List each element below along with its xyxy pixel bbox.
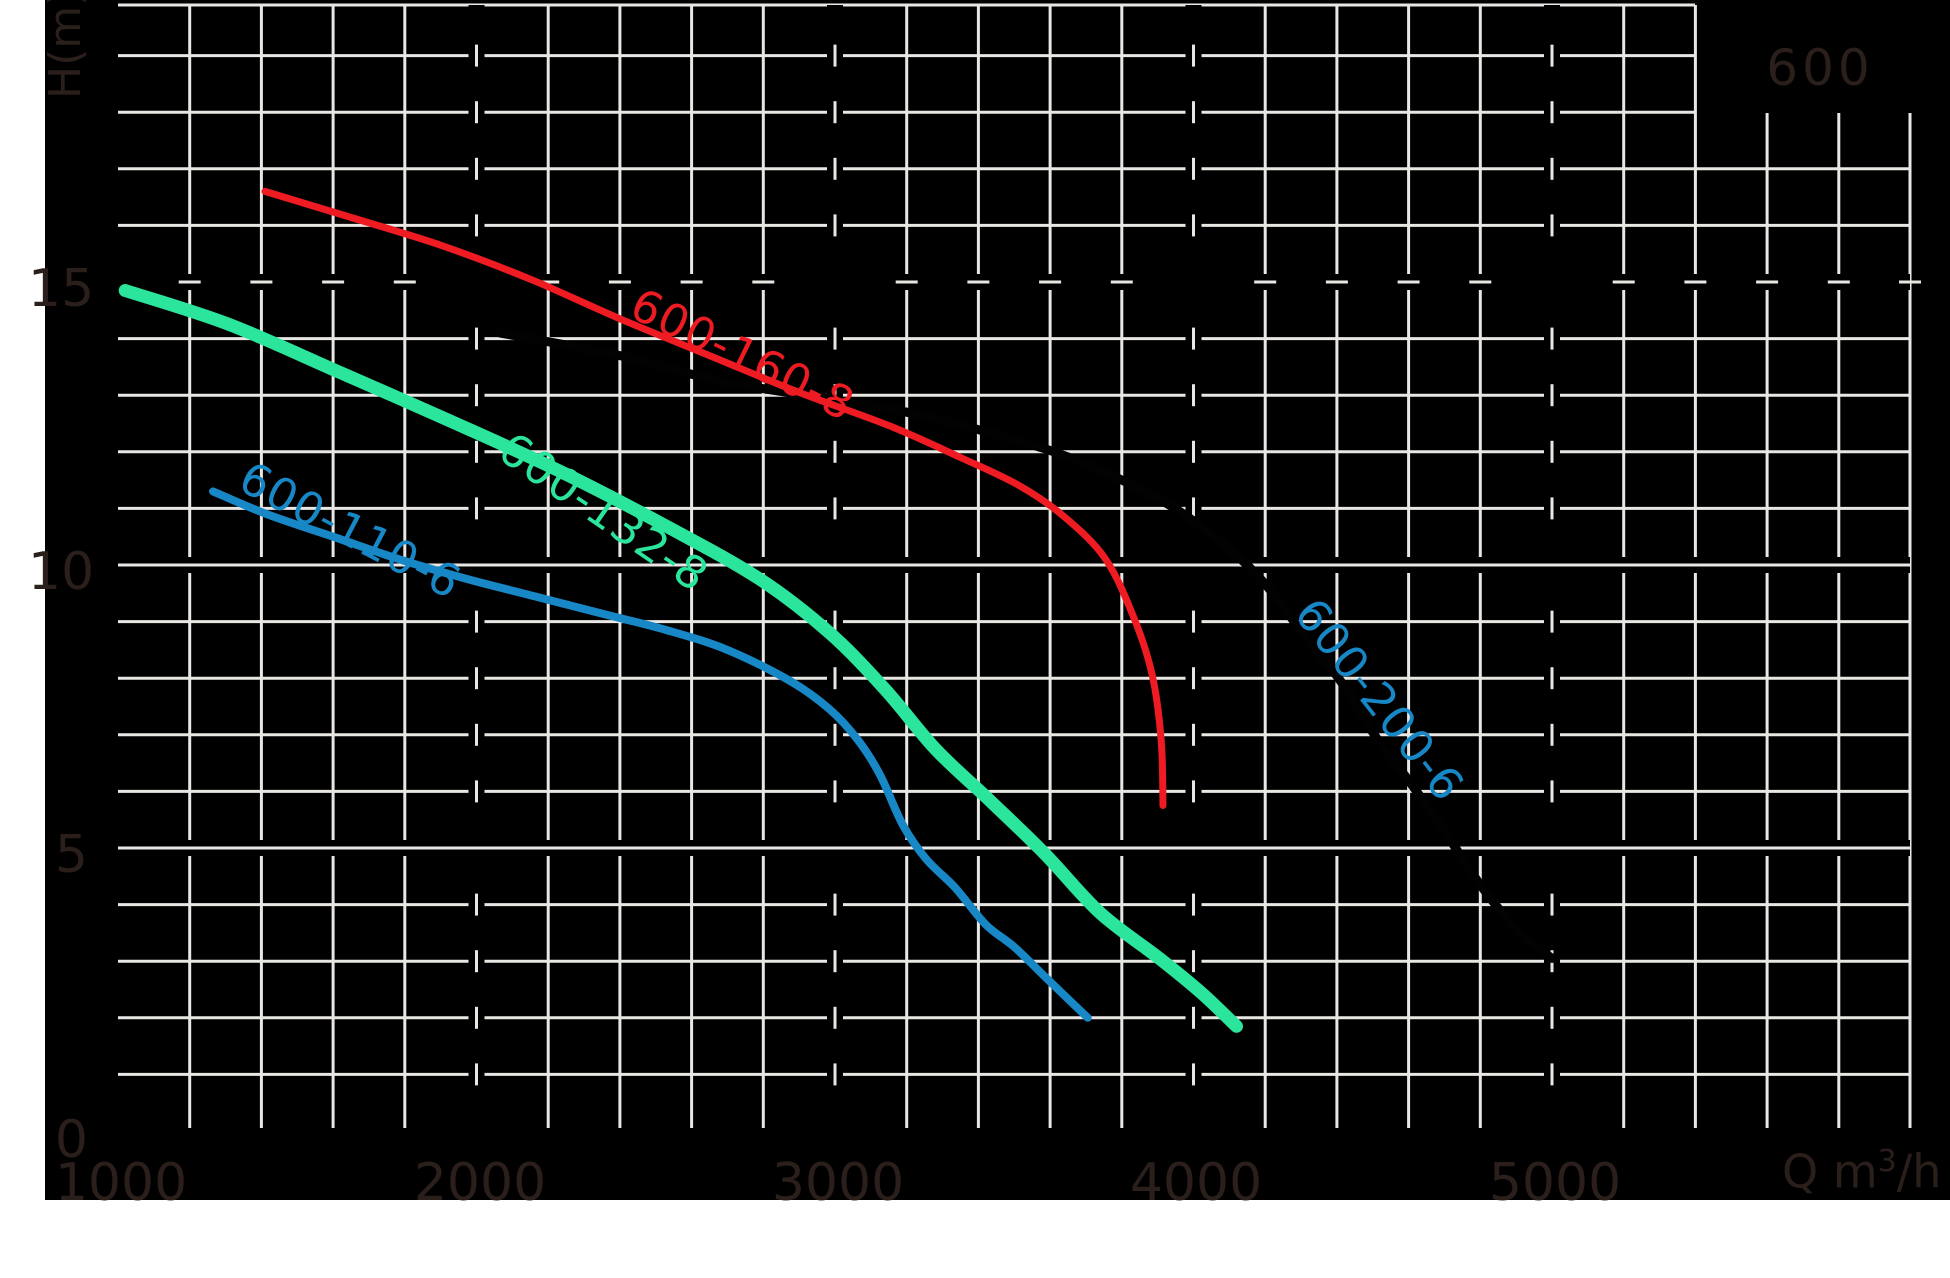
x-tick-1000: 1000	[54, 1153, 188, 1213]
curve-600-200-6	[495, 328, 1557, 963]
curve-600-160-8	[261, 187, 1167, 809]
left-margin	[0, 0, 45, 1200]
bottom-margin	[0, 1200, 1950, 1278]
y-tick-15: 15	[28, 259, 95, 319]
curve-600-110-6	[209, 487, 1092, 1022]
x-tick-5000: 5000	[1488, 1153, 1622, 1213]
y-tick-0: 0	[54, 1110, 88, 1170]
x-tick-3000: 3000	[771, 1153, 905, 1213]
series-size-badge: 600	[1766, 39, 1874, 97]
x-tick-2000: 2000	[413, 1153, 547, 1213]
x-tick-4000: 4000	[1129, 1153, 1263, 1213]
curve-600-132-8	[118, 284, 1243, 1033]
y-tick-5: 5	[54, 825, 88, 885]
y-tick-10: 10	[28, 542, 95, 602]
y-axis-title: H(m)	[40, 0, 91, 99]
x-axis-title: Q m3/h	[1782, 1144, 1942, 1199]
